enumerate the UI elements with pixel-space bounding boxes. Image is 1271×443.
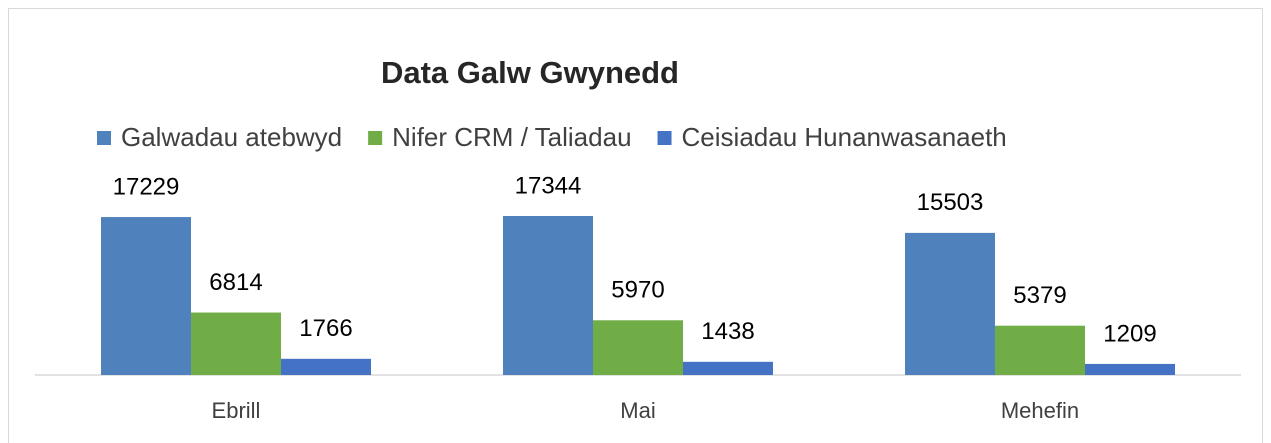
bar [191,312,281,375]
data-label: 1438 [701,318,754,345]
legend-swatch [368,131,383,145]
data-label: 1766 [299,315,352,342]
legend-label: Galwadau atebwyd [121,122,342,152]
legend-label: Ceisiadau Hunanwasanaeth [682,122,1007,152]
legend-swatch [657,131,672,145]
bar [281,358,371,375]
bar [1085,363,1175,375]
x-tick-label: Mehefin [1001,398,1079,423]
data-label: 5379 [1013,282,1066,309]
legend-swatch [97,131,111,145]
data-label: 1209 [1103,320,1156,347]
data-label: 15503 [917,189,984,216]
x-tick-label: Ebrill [212,398,261,423]
bar [101,217,191,375]
bar [905,232,995,375]
data-label: 6814 [209,269,262,296]
bar [503,216,593,375]
x-tick-label: Mai [620,398,655,423]
data-label: 5970 [611,277,664,304]
chart-title: Data Galw Gwynedd [381,55,679,90]
bar [995,325,1085,375]
data-label: 17344 [515,172,582,199]
bar [683,361,773,375]
bar [593,320,683,375]
data-label: 17229 [113,173,180,200]
legend-label: Nifer CRM / Taliadau [392,122,631,152]
